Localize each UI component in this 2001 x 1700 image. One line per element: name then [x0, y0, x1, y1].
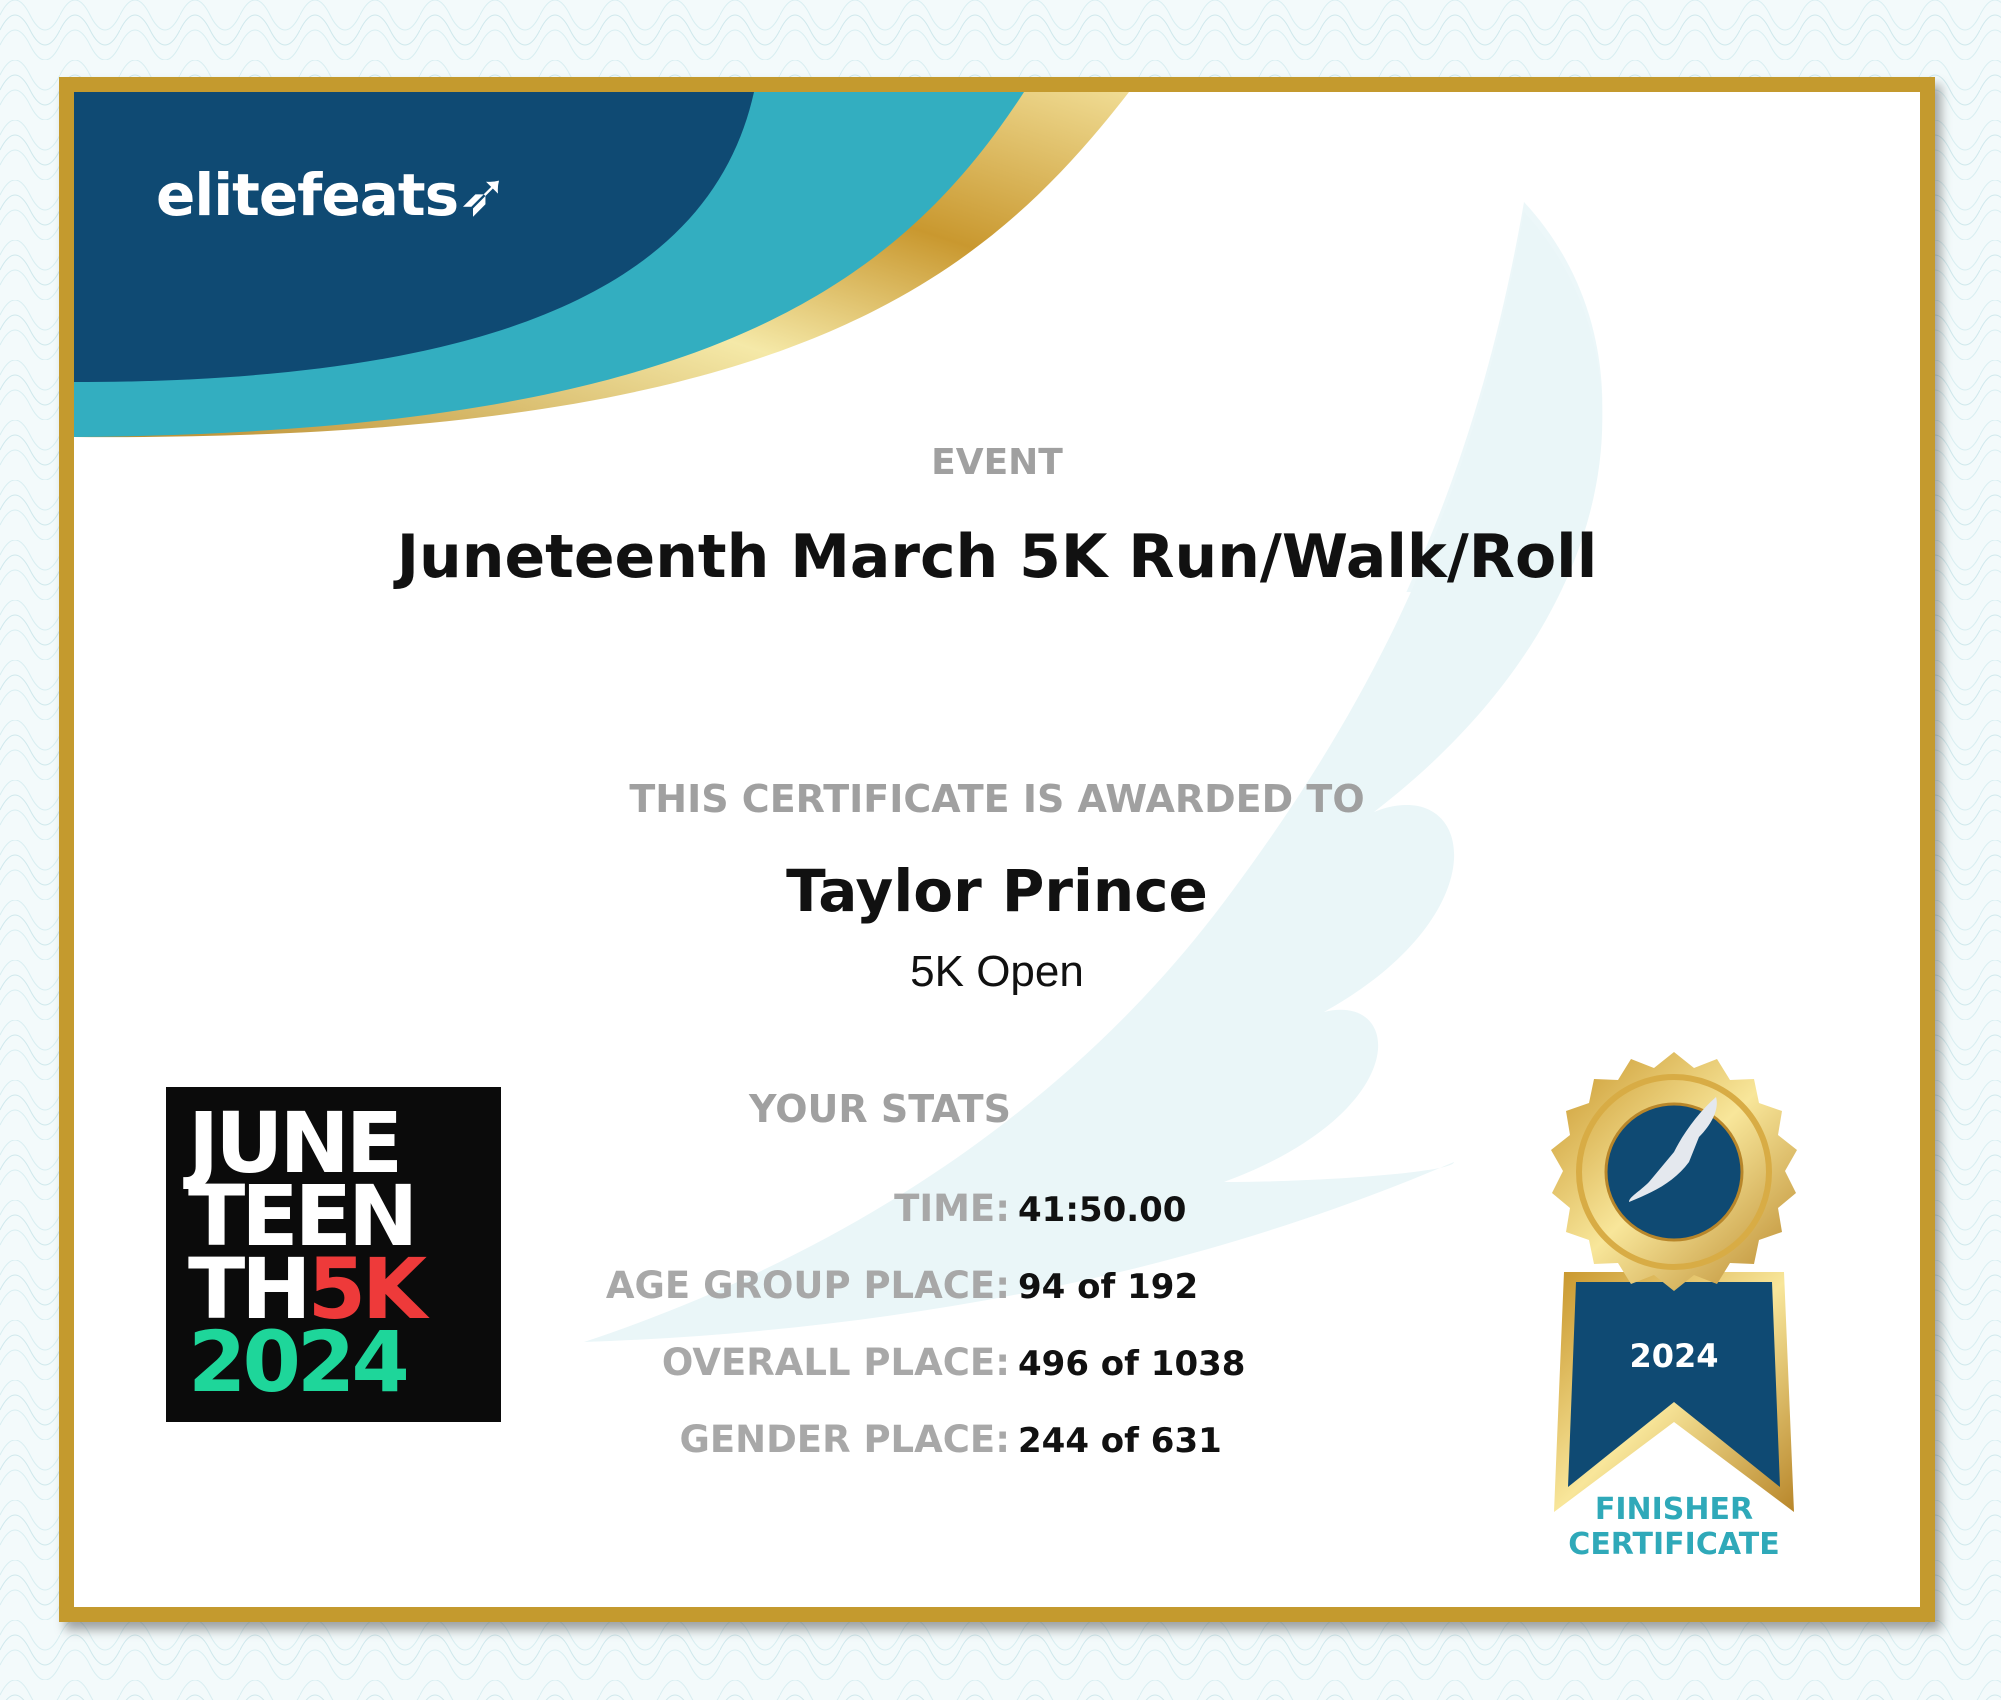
stat-label: TIME:: [894, 1187, 1010, 1230]
logo-line: 2024: [188, 1313, 410, 1411]
event-label: EVENT: [931, 442, 1063, 483]
certificate-caption: CERTIFICATE: [1568, 1527, 1780, 1562]
stat-row-age-group: AGE GROUP PLACE: 94 of 192: [74, 1264, 1920, 1314]
stats-label: YOUR STATS: [749, 1087, 1011, 1131]
stat-value: 496 of 1038: [1018, 1344, 1246, 1384]
finisher-caption: FINISHER: [1594, 1492, 1754, 1527]
juneteenth-5k-logo: JUNE TEEN TH5K 2024: [166, 1087, 501, 1422]
stat-row-gender: GENDER PLACE: 244 of 631: [74, 1418, 1920, 1468]
elitefeats-logo: elitefeats➶: [156, 160, 508, 230]
winged-foot-icon: ➶: [458, 160, 508, 230]
stat-label: GENDER PLACE:: [679, 1418, 1010, 1461]
awarded-to-label: THIS CERTIFICATE IS AWARDED TO: [629, 777, 1365, 821]
header-swoosh: [74, 92, 1603, 592]
stat-row-time: TIME: 41:50.00: [74, 1187, 1920, 1237]
logo-line: TH: [188, 1240, 312, 1338]
logo-line: TEEN: [188, 1167, 418, 1265]
event-title: Juneteenth March 5K Run/Walk/Roll: [396, 522, 1598, 592]
medal-year: 2024: [1629, 1337, 1719, 1375]
stat-label: AGE GROUP PLACE:: [605, 1264, 1010, 1307]
stat-row-overall: OVERALL PLACE: 496 of 1038: [74, 1341, 1920, 1391]
division: 5K Open: [910, 947, 1084, 996]
certificate-frame: elitefeats➶ EVENT Juneteenth March 5K Ru…: [59, 77, 1935, 1622]
recipient-name: Taylor Prince: [786, 857, 1208, 925]
stat-value: 244 of 631: [1018, 1421, 1222, 1461]
logo-line: JUNE: [188, 1094, 403, 1192]
logo-line: 5K: [307, 1240, 428, 1338]
stat-value: 41:50.00: [1018, 1190, 1187, 1230]
watermark-winged-foot-icon: [584, 212, 1603, 1342]
stat-label: OVERALL PLACE:: [661, 1341, 1010, 1384]
finisher-medal: [1551, 1052, 1797, 1512]
stat-value: 94 of 192: [1018, 1267, 1199, 1307]
